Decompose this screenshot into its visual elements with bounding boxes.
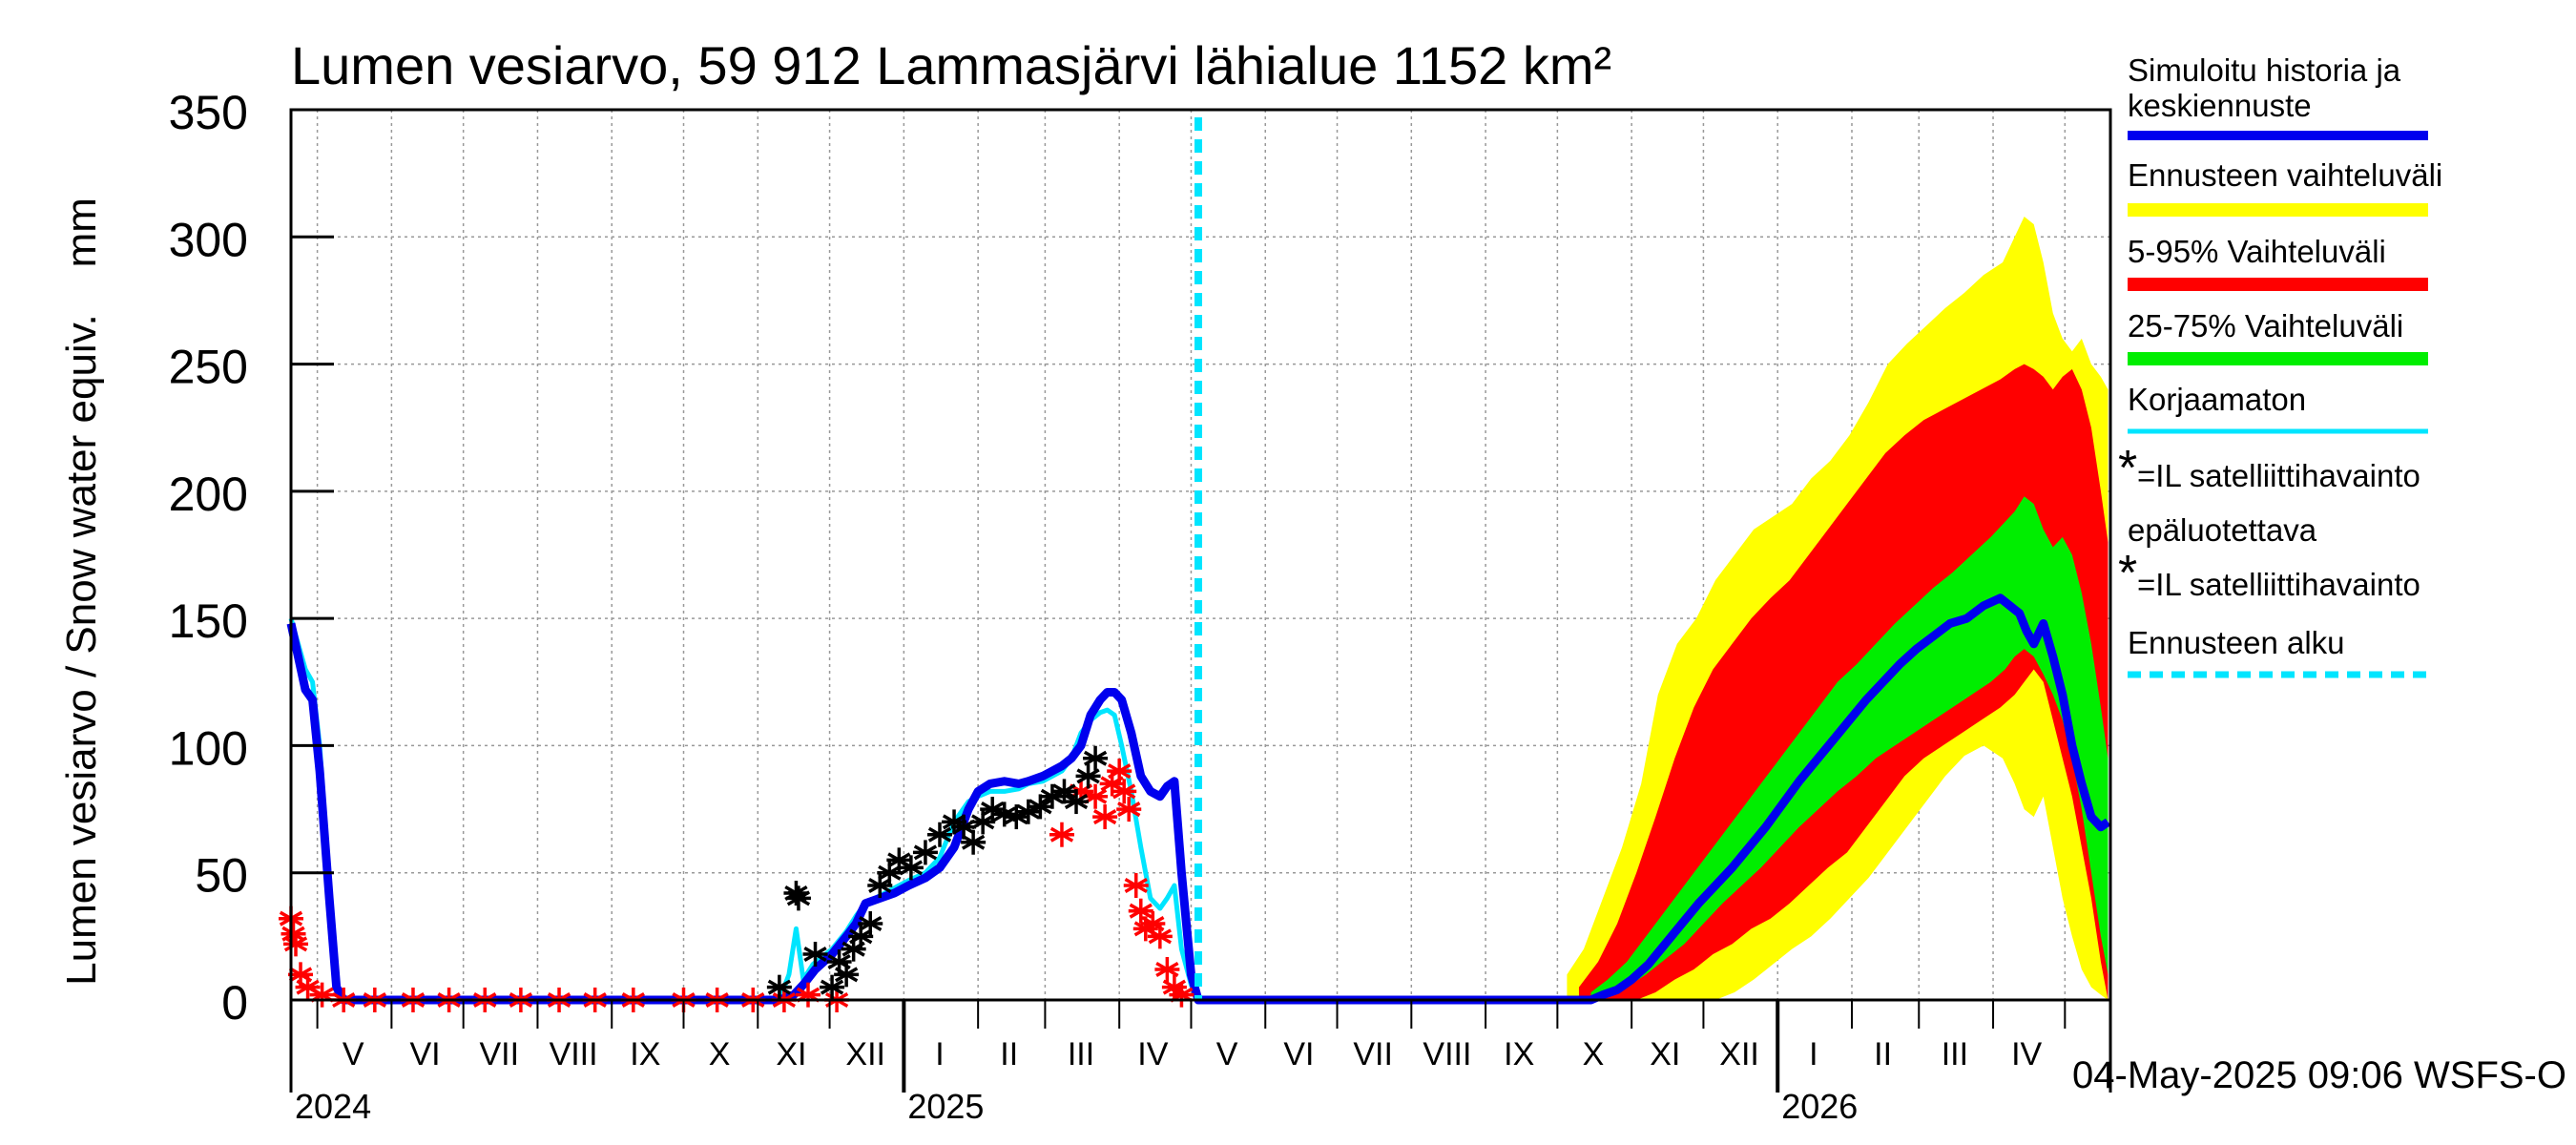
band-25-75% Vaihteluväli (1590, 496, 2109, 1000)
legend-label-obs-unreliable: =IL satelliittihavainto (2137, 458, 2420, 493)
observation-point-unreliable (1154, 957, 1180, 983)
y-tick-label: 350 (169, 86, 248, 139)
x-tick-label: VII (480, 1036, 520, 1072)
observation-point-unreliable (1147, 924, 1173, 949)
legend-label-uncorrected: Korjaamaton (2128, 382, 2306, 417)
x-tick-label: II (1874, 1036, 1892, 1072)
observation-point (766, 974, 792, 1000)
y-tick-label: 50 (195, 849, 248, 903)
legend-label-obs: =IL satelliittihavainto (2137, 567, 2420, 602)
observation-point (1064, 789, 1090, 815)
x-tick-label: X (709, 1036, 731, 1072)
observation-point-unreliable (1123, 873, 1149, 899)
x-tick-label: XII (1719, 1036, 1759, 1072)
x-tick-label: V (1216, 1036, 1238, 1072)
year-label: 2026 (1781, 1087, 1858, 1126)
observation-point-unreliable (1111, 779, 1137, 804)
legend-label-simulated: keskiennuste (2128, 88, 2312, 123)
y-tick-label: 250 (169, 341, 248, 394)
legend-marker-obs-icon: * (2118, 546, 2137, 601)
plot-frame (289, 108, 2112, 1002)
observation-point-unreliable (1107, 759, 1132, 784)
chart-title: Lumen vesiarvo, 59 912 Lammasjärvi lähia… (291, 35, 1611, 95)
observation-point-unreliable (283, 931, 309, 957)
timestamp-footer: 04-May-2025 09:06 WSFS-O (2072, 1054, 2566, 1096)
legend-label-range-5-95: 5-95% Vaihteluväli (2128, 234, 2386, 269)
x-tick-label: III (1942, 1036, 1968, 1072)
observation-point (926, 822, 952, 847)
x-tick-label: I (935, 1036, 944, 1072)
legend-label-obs-unreliable: epäluotettava (2128, 512, 2317, 548)
y-tick-label: 0 (221, 976, 248, 1030)
legend-label-forecast-start: Ennusteen alku (2128, 625, 2345, 660)
observation-point-unreliable (280, 921, 306, 947)
x-tick-label: X (1583, 1036, 1605, 1072)
observation-point-unreliable (1128, 898, 1153, 924)
observation-point-unreliable (1092, 804, 1118, 830)
legend-label-range-full: Ennusteen vaihteluväli (2128, 157, 2442, 193)
observation-point (961, 829, 987, 855)
legend-marker-unreliable-icon: * (2118, 441, 2137, 496)
x-tick-label: VI (1283, 1036, 1314, 1072)
observation-point (1028, 794, 1053, 820)
observation-point (1015, 799, 1041, 824)
observation-point (1075, 763, 1101, 789)
x-tick-label: VIII (550, 1036, 598, 1072)
x-tick-label: IV (2011, 1036, 2042, 1072)
x-tick-label: II (1000, 1036, 1018, 1072)
year-label: 2025 (907, 1087, 984, 1126)
x-tick-label: I (1809, 1036, 1818, 1072)
observation-point (898, 855, 924, 881)
legend-label-range-25-75: 25-75% Vaihteluväli (2128, 308, 2403, 344)
observation-point-unreliable (1116, 797, 1142, 822)
x-tick-label: V (343, 1036, 364, 1072)
observation-point (785, 885, 811, 911)
observation-point (912, 840, 938, 865)
y-tick-label: 300 (169, 213, 248, 266)
x-tick-label: VIII (1423, 1036, 1471, 1072)
y-tick-label: 200 (169, 468, 248, 521)
x-tick-label: IX (1504, 1036, 1534, 1072)
observation-point (867, 873, 893, 899)
forecast-bands (1567, 216, 2109, 1001)
observation-point (1083, 745, 1109, 771)
observation-point (820, 974, 845, 1000)
observation-point-unreliable (1049, 822, 1074, 847)
series-line-korjaamaton (288, 617, 1201, 1003)
observations (279, 745, 1195, 1012)
legend-label-simulated: Simuloitu historia ja (2128, 52, 2401, 88)
observation-point (858, 911, 883, 937)
x-tick-label: IV (1137, 1036, 1168, 1072)
x-tick-label: III (1068, 1036, 1094, 1072)
year-label: 2024 (295, 1087, 371, 1126)
x-tick-label: XI (1650, 1036, 1680, 1072)
observation-point (1051, 779, 1077, 804)
series-line-simulated (286, 593, 2111, 1005)
x-tick-label: XI (776, 1036, 806, 1072)
observation-point (802, 942, 828, 968)
observation-point (834, 962, 860, 988)
y-tick-label: 150 (169, 594, 248, 648)
x-tick-label: VI (409, 1036, 440, 1072)
x-tick-label: XII (845, 1036, 885, 1072)
x-tick-label: VII (1353, 1036, 1393, 1072)
x-tick-label: IX (630, 1036, 660, 1072)
y-tick-label: 100 (169, 721, 248, 775)
y-axis-label: Lumen vesiarvo / Snow water equiv. mm (58, 198, 105, 986)
